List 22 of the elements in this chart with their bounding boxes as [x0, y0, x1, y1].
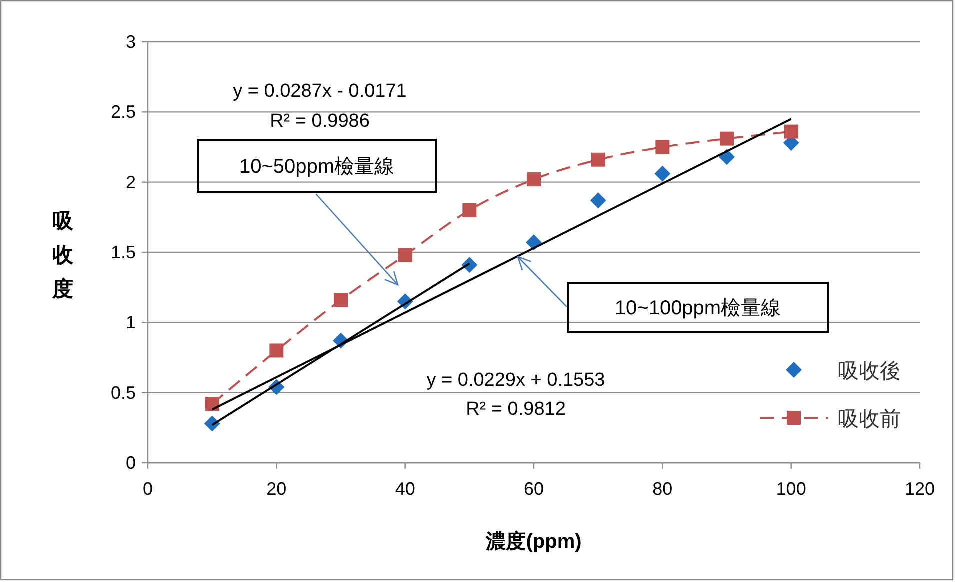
- point: [656, 140, 670, 154]
- point: [334, 293, 348, 308]
- annotation: 10~100ppm檢量線: [614, 298, 782, 320]
- annotation: y = 0.0287x - 0.0171: [233, 81, 407, 102]
- point: [784, 124, 798, 139]
- point: [654, 166, 671, 182]
- point: [398, 248, 412, 262]
- point: [205, 397, 220, 412]
- annotation: 10~50ppm檢量線: [239, 156, 395, 178]
- point: [270, 344, 284, 358]
- point: [720, 132, 734, 146]
- point: [591, 152, 606, 167]
- legend-label: 吸收後: [838, 360, 901, 383]
- annotation: R² = 0.9812: [466, 399, 566, 420]
- xlabel: 濃度(ppm): [486, 531, 582, 553]
- legend-label: 吸收前: [838, 408, 901, 431]
- point: [590, 192, 606, 209]
- ylabel: 吸收度: [52, 210, 74, 301]
- point: [462, 203, 477, 218]
- annotation: R² = 0.9986: [270, 111, 370, 132]
- annotation: y = 0.0229x + 0.1553: [426, 370, 606, 391]
- point: [527, 172, 541, 187]
